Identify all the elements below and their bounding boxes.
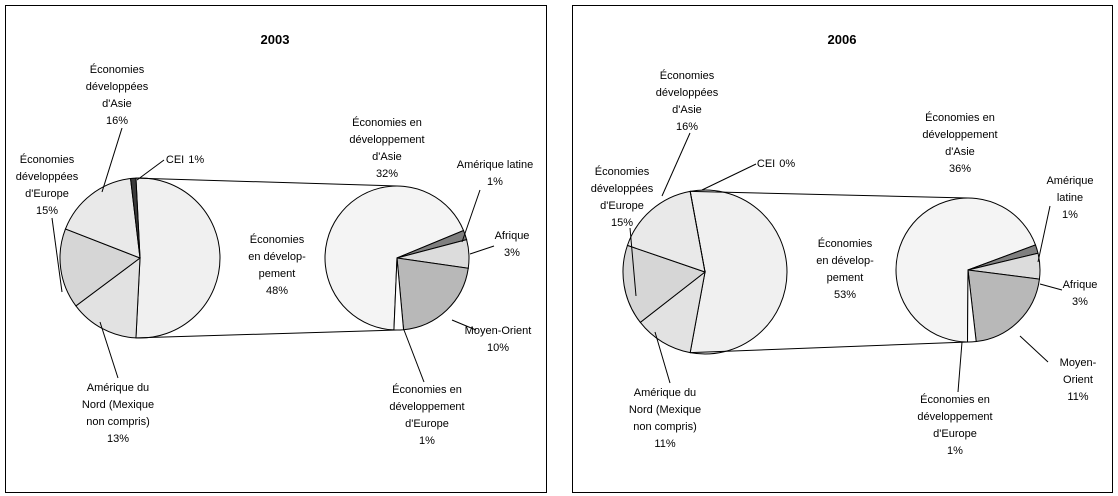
slice-label-name: Économies en dévelop- pement [248, 234, 306, 280]
slice-label-name: Amérique du Nord (Mexique non compris) [81, 382, 155, 428]
secondary-slice-label-name: Afrique [494, 230, 530, 242]
pie-slice [622, 244, 707, 324]
slice-label-value: 0% [779, 158, 796, 170]
chart-title: 2006 [827, 32, 857, 47]
secondary-slice-label-value: 3% [504, 247, 520, 259]
leader-line [661, 132, 691, 197]
leader-line [403, 329, 425, 383]
connector-line [690, 341, 969, 354]
connector-line [135, 177, 398, 187]
slice-label-value: 11% [654, 438, 676, 450]
leader-line [99, 321, 119, 379]
pie-slice [967, 269, 1040, 343]
secondary-slice-label: Moyen-Orient 10% [465, 323, 532, 357]
slice-label-value: 15% [35, 205, 59, 217]
slice-label-value: 13% [106, 433, 130, 445]
chart-frame [5, 5, 547, 493]
secondary-slice-label-name: Moyen-Orient [464, 325, 532, 337]
secondary-slice-label-name: Moyen-Orient [1059, 357, 1097, 386]
leader-line [461, 189, 481, 243]
leader-line [1019, 335, 1049, 363]
secondary-slice-label-value: 3% [1072, 296, 1088, 308]
slice-label: Économies développées d'Europe 15% [16, 152, 78, 220]
slice-label-name: Économies développées d'Europe [15, 154, 79, 200]
leader-line [136, 159, 165, 181]
leader-line [1039, 283, 1063, 291]
slice-label-value: 48% [265, 285, 289, 297]
secondary-slice-label-value: 1% [947, 445, 963, 457]
slice-label-name: Économies développées d'Asie [85, 64, 149, 110]
secondary-slice-label-name: Afrique [1062, 279, 1098, 291]
secondary-slice-label-name: Économies en développement d'Asie [349, 117, 425, 163]
slice-label: Économies en dévelop- pement 53% [816, 236, 874, 304]
secondary-slice-label: Moyen-Orient 11% [1058, 355, 1098, 406]
slice-label-value: 15% [610, 217, 634, 229]
slice-label: CEI 0% [757, 156, 795, 173]
leader-line [469, 245, 495, 255]
pie-slice [895, 197, 1037, 343]
chart-title: 2003 [260, 32, 290, 47]
secondary-slice-label: Économies en développement d'Europe 1% [389, 382, 464, 450]
leader-line [101, 127, 123, 193]
slice-label-name: Économies développées d'Asie [655, 70, 719, 116]
secondary-slice-label: Économies en développement d'Asie 32% [349, 115, 424, 183]
secondary-slice-label-name: Économies en développement d'Europe [917, 394, 993, 440]
leader-line [957, 341, 963, 393]
slice-label: Amérique du Nord (Mexique non compris) 11… [629, 385, 701, 453]
pie-slice [130, 177, 141, 259]
slice-label-name: Amérique du Nord (Mexique non compris) [628, 387, 702, 433]
slice-label: Économies développées d'Asie 16% [86, 62, 148, 130]
slice-label: CEI 1% [166, 152, 204, 169]
secondary-slice-label: Afrique 3% [1063, 277, 1098, 311]
secondary-slice-label: Amérique latine 1% [1046, 173, 1094, 224]
secondary-slice-label-value: 1% [1062, 209, 1078, 221]
slice-label: Économies en dévelop- pement 48% [248, 232, 306, 300]
pie-slice [135, 177, 221, 339]
secondary-slice-label-value: 1% [419, 435, 435, 447]
pie-slice [59, 228, 142, 307]
pie-slice [396, 257, 469, 331]
pie-slice [626, 190, 706, 273]
leader-line [51, 217, 63, 293]
slice-label-value: 53% [833, 289, 857, 301]
leader-line [451, 319, 477, 331]
secondary-slice-label-value: 10% [486, 342, 510, 354]
secondary-slice-label-value: 11% [1067, 391, 1089, 403]
leader-line [629, 227, 637, 297]
secondary-slice-label-name: Amérique latine [1046, 175, 1094, 204]
pie-slice [64, 178, 141, 259]
leader-line [654, 331, 671, 384]
slice-label: Économies développées d'Europe 15% [591, 164, 653, 232]
secondary-slice-label: Économies en développement d'Europe 1% [917, 392, 992, 460]
secondary-slice-label-value: 32% [375, 168, 399, 180]
secondary-slice-label-name: Économies en développement d'Europe [389, 384, 465, 430]
slice-label-name: Économies en dévelop- pement [816, 238, 874, 284]
secondary-slice-label: Amérique latine 1% [457, 157, 533, 191]
slice-label-name: CEI [165, 154, 185, 166]
slice-label: Économies développées d'Asie 16% [656, 68, 718, 136]
slice-label-name: Économies développées d'Europe [590, 166, 654, 212]
secondary-slice-label: Afrique 3% [495, 228, 530, 262]
secondary-slice-label: Économies en développement d'Asie 36% [922, 110, 997, 178]
leader-line [1037, 205, 1051, 263]
slice-label-name: CEI [756, 158, 776, 170]
pie-slice [967, 269, 977, 343]
slice-label: Amérique du Nord (Mexique non compris) 13… [82, 380, 154, 448]
secondary-slice-label-value: 36% [948, 163, 972, 175]
connector-line [690, 190, 969, 199]
slice-label-value: 1% [188, 154, 205, 166]
leader-line [701, 163, 757, 191]
secondary-slice-label-name: Économies en développement d'Asie [922, 112, 998, 158]
pie-slice [324, 185, 465, 331]
slice-label-value: 16% [675, 121, 699, 133]
chart-frame [572, 5, 1113, 493]
secondary-slice-label-value: 1% [487, 176, 503, 188]
pie-slice [393, 257, 405, 331]
slice-label-value: 16% [105, 115, 129, 127]
connector-line [135, 329, 398, 339]
secondary-slice-label-name: Amérique latine [456, 159, 534, 171]
